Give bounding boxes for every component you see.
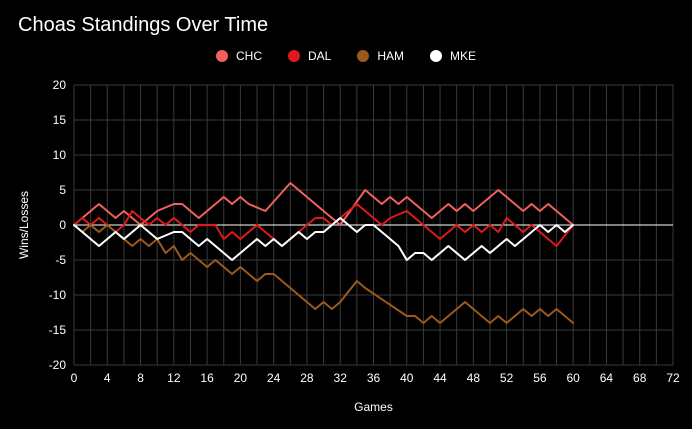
x-tick-label: 56 xyxy=(533,371,547,385)
x-tick-label: 28 xyxy=(300,371,314,385)
legend-item-chc[interactable]: CHC xyxy=(215,49,262,63)
x-tick-label: 16 xyxy=(200,371,214,385)
x-tick-label: 44 xyxy=(433,371,447,385)
x-tick-label: 32 xyxy=(334,371,348,385)
legend-swatch-ham xyxy=(357,50,370,62)
legend-item-dal[interactable]: DAL xyxy=(287,49,332,63)
x-tick-label: 12 xyxy=(167,371,181,385)
series-line-chc[interactable] xyxy=(73,182,575,226)
legend-label-chc: CHC xyxy=(235,49,262,63)
x-tick-label: 24 xyxy=(267,371,281,385)
series-line-ham[interactable] xyxy=(73,224,575,324)
x-tick-label: 68 xyxy=(633,371,647,385)
y-tick-label: 10 xyxy=(53,148,67,162)
y-tick-label: -10 xyxy=(49,288,67,302)
x-tick-label: 64 xyxy=(600,371,614,385)
legend-item-ham[interactable]: HAM xyxy=(357,49,404,63)
legend-swatch-dal xyxy=(287,50,300,62)
legend-label-dal: DAL xyxy=(307,49,332,63)
x-tick-label: 48 xyxy=(467,371,481,385)
series-lines xyxy=(73,182,575,324)
x-tick-label: 40 xyxy=(400,371,414,385)
y-tick-label: -5 xyxy=(55,253,66,267)
x-tick-label: 4 xyxy=(104,371,111,385)
y-tick-label: 5 xyxy=(59,183,66,197)
x-tick-label: 20 xyxy=(234,371,248,385)
chart-title: Choas Standings Over Time xyxy=(18,14,269,36)
legend-swatch-mke xyxy=(430,50,442,62)
y-tick-label: 0 xyxy=(59,218,66,232)
x-tick-label: 36 xyxy=(367,371,381,385)
legend-item-mke[interactable]: MKE xyxy=(430,49,476,63)
series-line-dal[interactable] xyxy=(73,203,575,247)
y-tick-label: 20 xyxy=(53,78,67,92)
y-tick-label: -20 xyxy=(49,358,67,372)
x-tick-label: 60 xyxy=(566,371,580,385)
x-axis-title: Games xyxy=(354,400,393,414)
y-axis-title: Wins/Losses xyxy=(17,191,31,259)
y-tick-labels: 20 15 10 5 0 -5 -10 -15 -20 xyxy=(49,78,67,372)
y-tick-label: -15 xyxy=(49,323,67,337)
x-tick-label: 72 xyxy=(666,371,680,385)
x-tick-label: 8 xyxy=(137,371,144,385)
legend-label-ham: HAM xyxy=(377,49,404,63)
legend-swatch-chc xyxy=(215,50,228,62)
x-tick-labels: 0 4 8 12 16 20 24 28 32 36 40 44 48 52 56 60 64 68 72 xyxy=(71,371,680,385)
x-tick-label: 52 xyxy=(500,371,514,385)
x-tick-label: 0 xyxy=(71,371,78,385)
legend-label-mke: MKE xyxy=(450,49,477,63)
series-line-mke[interactable] xyxy=(73,217,575,261)
y-tick-label: 15 xyxy=(53,113,67,127)
legend: CHC DAL HAM MKE xyxy=(0,49,692,63)
